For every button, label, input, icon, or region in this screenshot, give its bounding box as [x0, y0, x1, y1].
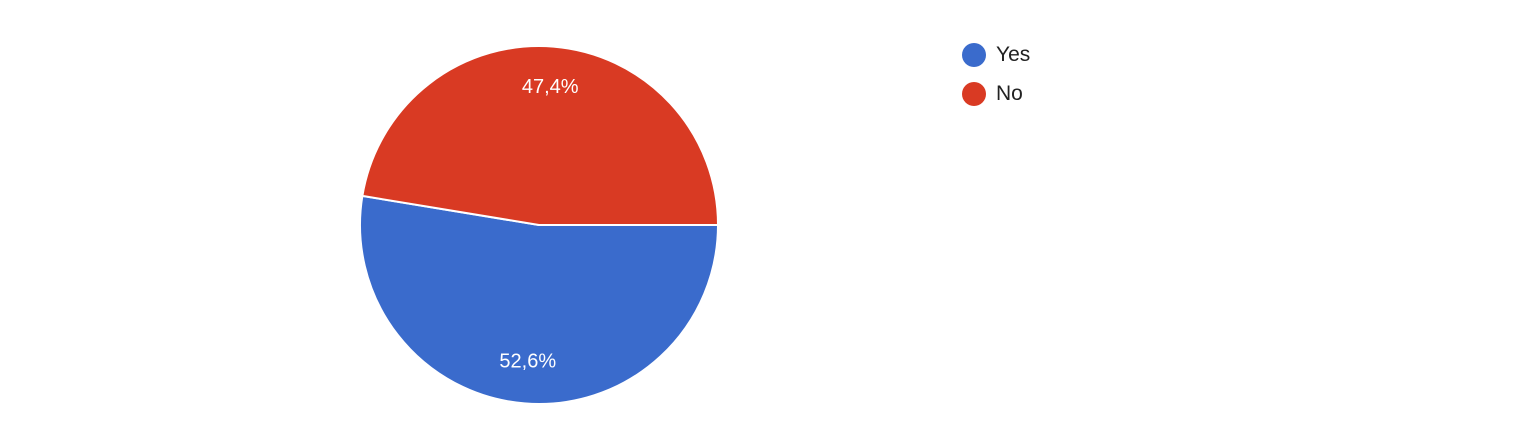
legend-swatch-yes	[962, 43, 986, 67]
legend-swatch-no	[962, 82, 986, 106]
legend-item-yes[interactable]: Yes	[962, 42, 1030, 68]
pie-slice-yes[interactable]	[359, 194, 720, 405]
slice-label-yes: 52,6%	[499, 351, 556, 373]
legend-label-no: No	[996, 82, 1023, 105]
legend-item-no[interactable]: No	[962, 81, 1030, 107]
legend: Yes No	[962, 42, 1030, 120]
legend-label-yes: Yes	[996, 43, 1031, 66]
slice-label-no: 47,4%	[522, 76, 579, 98]
pie-slice-no[interactable]	[361, 45, 720, 226]
